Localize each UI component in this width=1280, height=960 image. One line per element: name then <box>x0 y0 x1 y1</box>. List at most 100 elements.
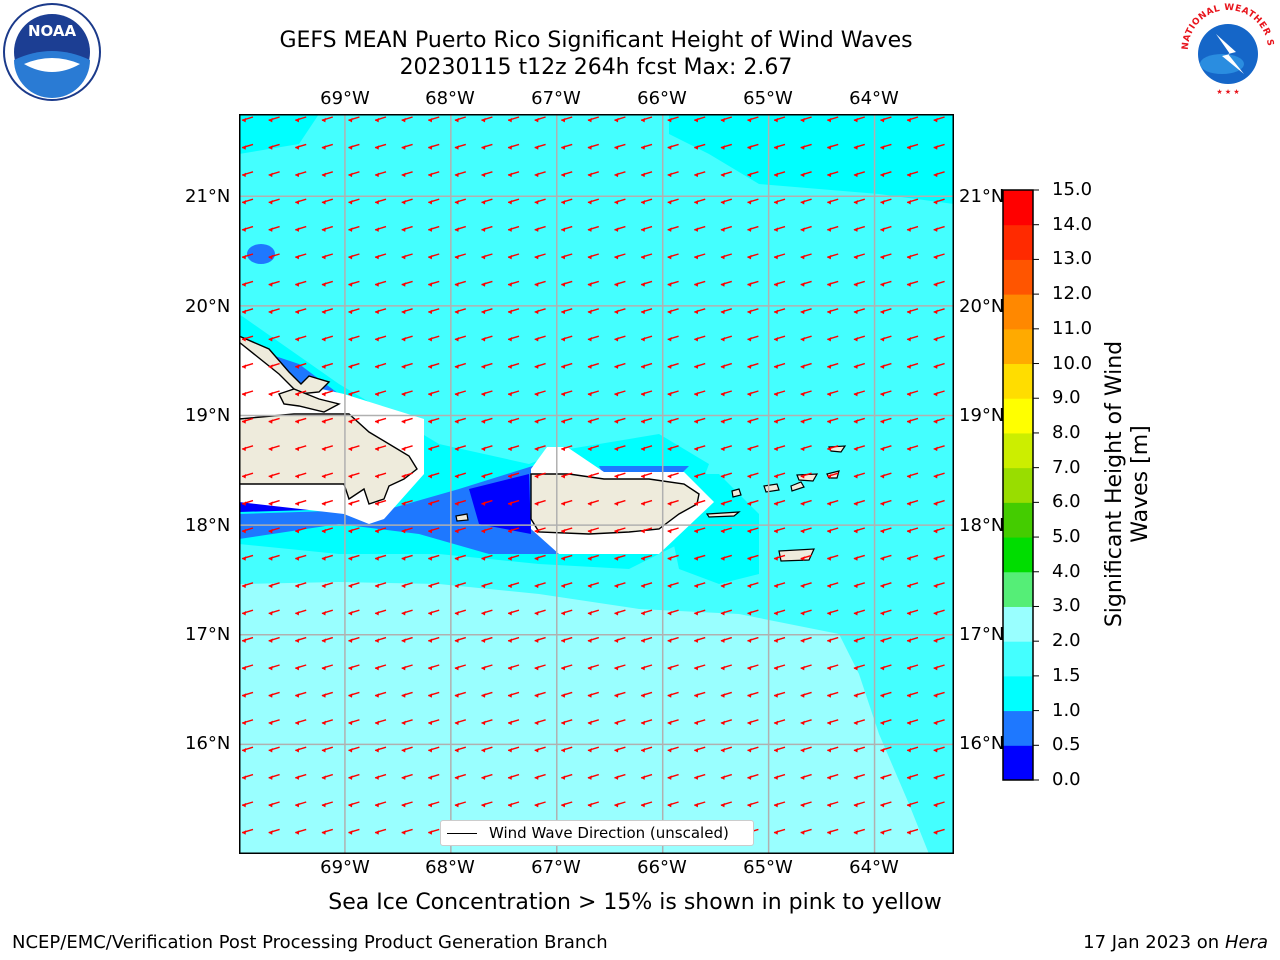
wind-arrow <box>348 472 360 479</box>
wind-arrow <box>747 499 759 506</box>
wind-arrow <box>374 417 387 424</box>
wind-arrow <box>428 417 440 424</box>
wind-arrow <box>667 417 679 424</box>
wind-arrow <box>374 171 387 178</box>
wind-arrow <box>694 527 706 534</box>
wind-arrow <box>268 143 280 150</box>
wind-arrow <box>241 527 254 534</box>
wind-arrow <box>401 253 413 260</box>
wind-arrow <box>348 499 360 506</box>
wind-arrow <box>428 116 440 123</box>
wind-arrow <box>853 280 866 287</box>
wind-arrow <box>534 582 546 589</box>
wind-arrow <box>587 582 600 589</box>
wind-arrow <box>800 527 812 534</box>
wind-arrow <box>640 664 653 671</box>
wind-arrow <box>348 445 360 452</box>
wind-arrow <box>640 417 653 424</box>
wind-arrow <box>773 609 786 616</box>
wind-arrow <box>534 691 546 698</box>
wind-arrow <box>507 362 520 369</box>
wind-arrow <box>534 417 546 424</box>
wind-arrow <box>374 582 387 589</box>
wind-arrow <box>454 362 467 369</box>
wind-arrow <box>720 746 733 753</box>
wind-arrow <box>694 499 706 506</box>
wind-arrow <box>880 362 892 369</box>
field-1-1_5m-nw <box>239 114 319 154</box>
wind-arrow <box>827 746 839 753</box>
wind-arrow <box>587 143 600 150</box>
wind-arrow <box>561 609 573 616</box>
wind-arrow <box>853 609 866 616</box>
wind-arrow <box>933 499 945 506</box>
wind-arrow <box>933 116 945 123</box>
wind-arrow <box>374 362 387 369</box>
wind-arrow <box>827 308 839 315</box>
wind-arrow <box>640 719 653 726</box>
wind-arrow <box>374 773 387 780</box>
wind-arrow <box>268 554 280 561</box>
wind-arrow <box>720 198 733 205</box>
wind-arrow <box>534 609 546 616</box>
wind-arrow <box>454 527 467 534</box>
wind-arrow <box>640 582 653 589</box>
wind-arrow <box>561 691 573 698</box>
wind-arrow <box>853 308 866 315</box>
wind-arrow <box>773 280 786 287</box>
wind-arrow <box>827 225 839 232</box>
wind-arrow <box>401 719 413 726</box>
wind-arrow <box>295 691 307 698</box>
wind-arrow <box>720 335 733 342</box>
wind-arrow <box>428 445 440 452</box>
wind-arrow <box>268 746 280 753</box>
wind-arrow <box>561 417 573 424</box>
wind-arrow <box>800 828 812 835</box>
wind-arrow <box>534 801 546 808</box>
colorbar-tick-label: 2.0 <box>1052 630 1081 652</box>
wind-arrow <box>321 445 334 452</box>
colorbar-bin <box>1003 675 1033 712</box>
wind-arrow <box>800 171 812 178</box>
wind-arrow <box>587 472 600 479</box>
wind-arrow <box>507 773 520 780</box>
wind-arrow <box>880 143 892 150</box>
wind-arrow <box>747 143 759 150</box>
wind-arrow <box>428 664 440 671</box>
wind-arrow <box>561 308 573 315</box>
wind-arrow <box>587 499 600 506</box>
wind-arrow <box>534 445 546 452</box>
wind-arrow <box>321 253 334 260</box>
wind-arrow <box>401 198 413 205</box>
wind-arrow <box>906 472 919 479</box>
wind-arrow <box>374 719 387 726</box>
wind-arrow <box>614 308 626 315</box>
wind-arrow <box>295 801 307 808</box>
wind-arrow <box>880 116 892 123</box>
wind-arrow <box>295 225 307 232</box>
lon-label-bottom-69: 69°W <box>320 857 370 878</box>
wind-arrow <box>507 719 520 726</box>
wind-arrow <box>800 280 812 287</box>
wind-arrow <box>933 691 945 698</box>
lon-label-top-64: 64°W <box>849 88 899 109</box>
colorbar-bin <box>1003 363 1033 399</box>
wind-arrow <box>747 582 759 589</box>
wind-arrow <box>561 582 573 589</box>
wind-arrow <box>853 335 866 342</box>
wind-arrow <box>933 390 945 397</box>
wind-arrow <box>880 582 892 589</box>
colorbar-bin <box>1003 328 1033 365</box>
wind-arrow <box>773 417 786 424</box>
wind-arrow <box>720 171 733 178</box>
wind-arrow <box>800 773 812 780</box>
wind-arrow <box>587 609 600 616</box>
wind-arrow <box>614 335 626 342</box>
wind-arrow <box>321 335 334 342</box>
colorbar-bin <box>1003 259 1033 295</box>
land-hispaniola-north <box>239 335 331 395</box>
wind-arrow <box>481 472 493 479</box>
wind-arrow <box>401 116 413 123</box>
wind-arrow <box>773 664 786 671</box>
wind-arrow <box>587 308 600 315</box>
